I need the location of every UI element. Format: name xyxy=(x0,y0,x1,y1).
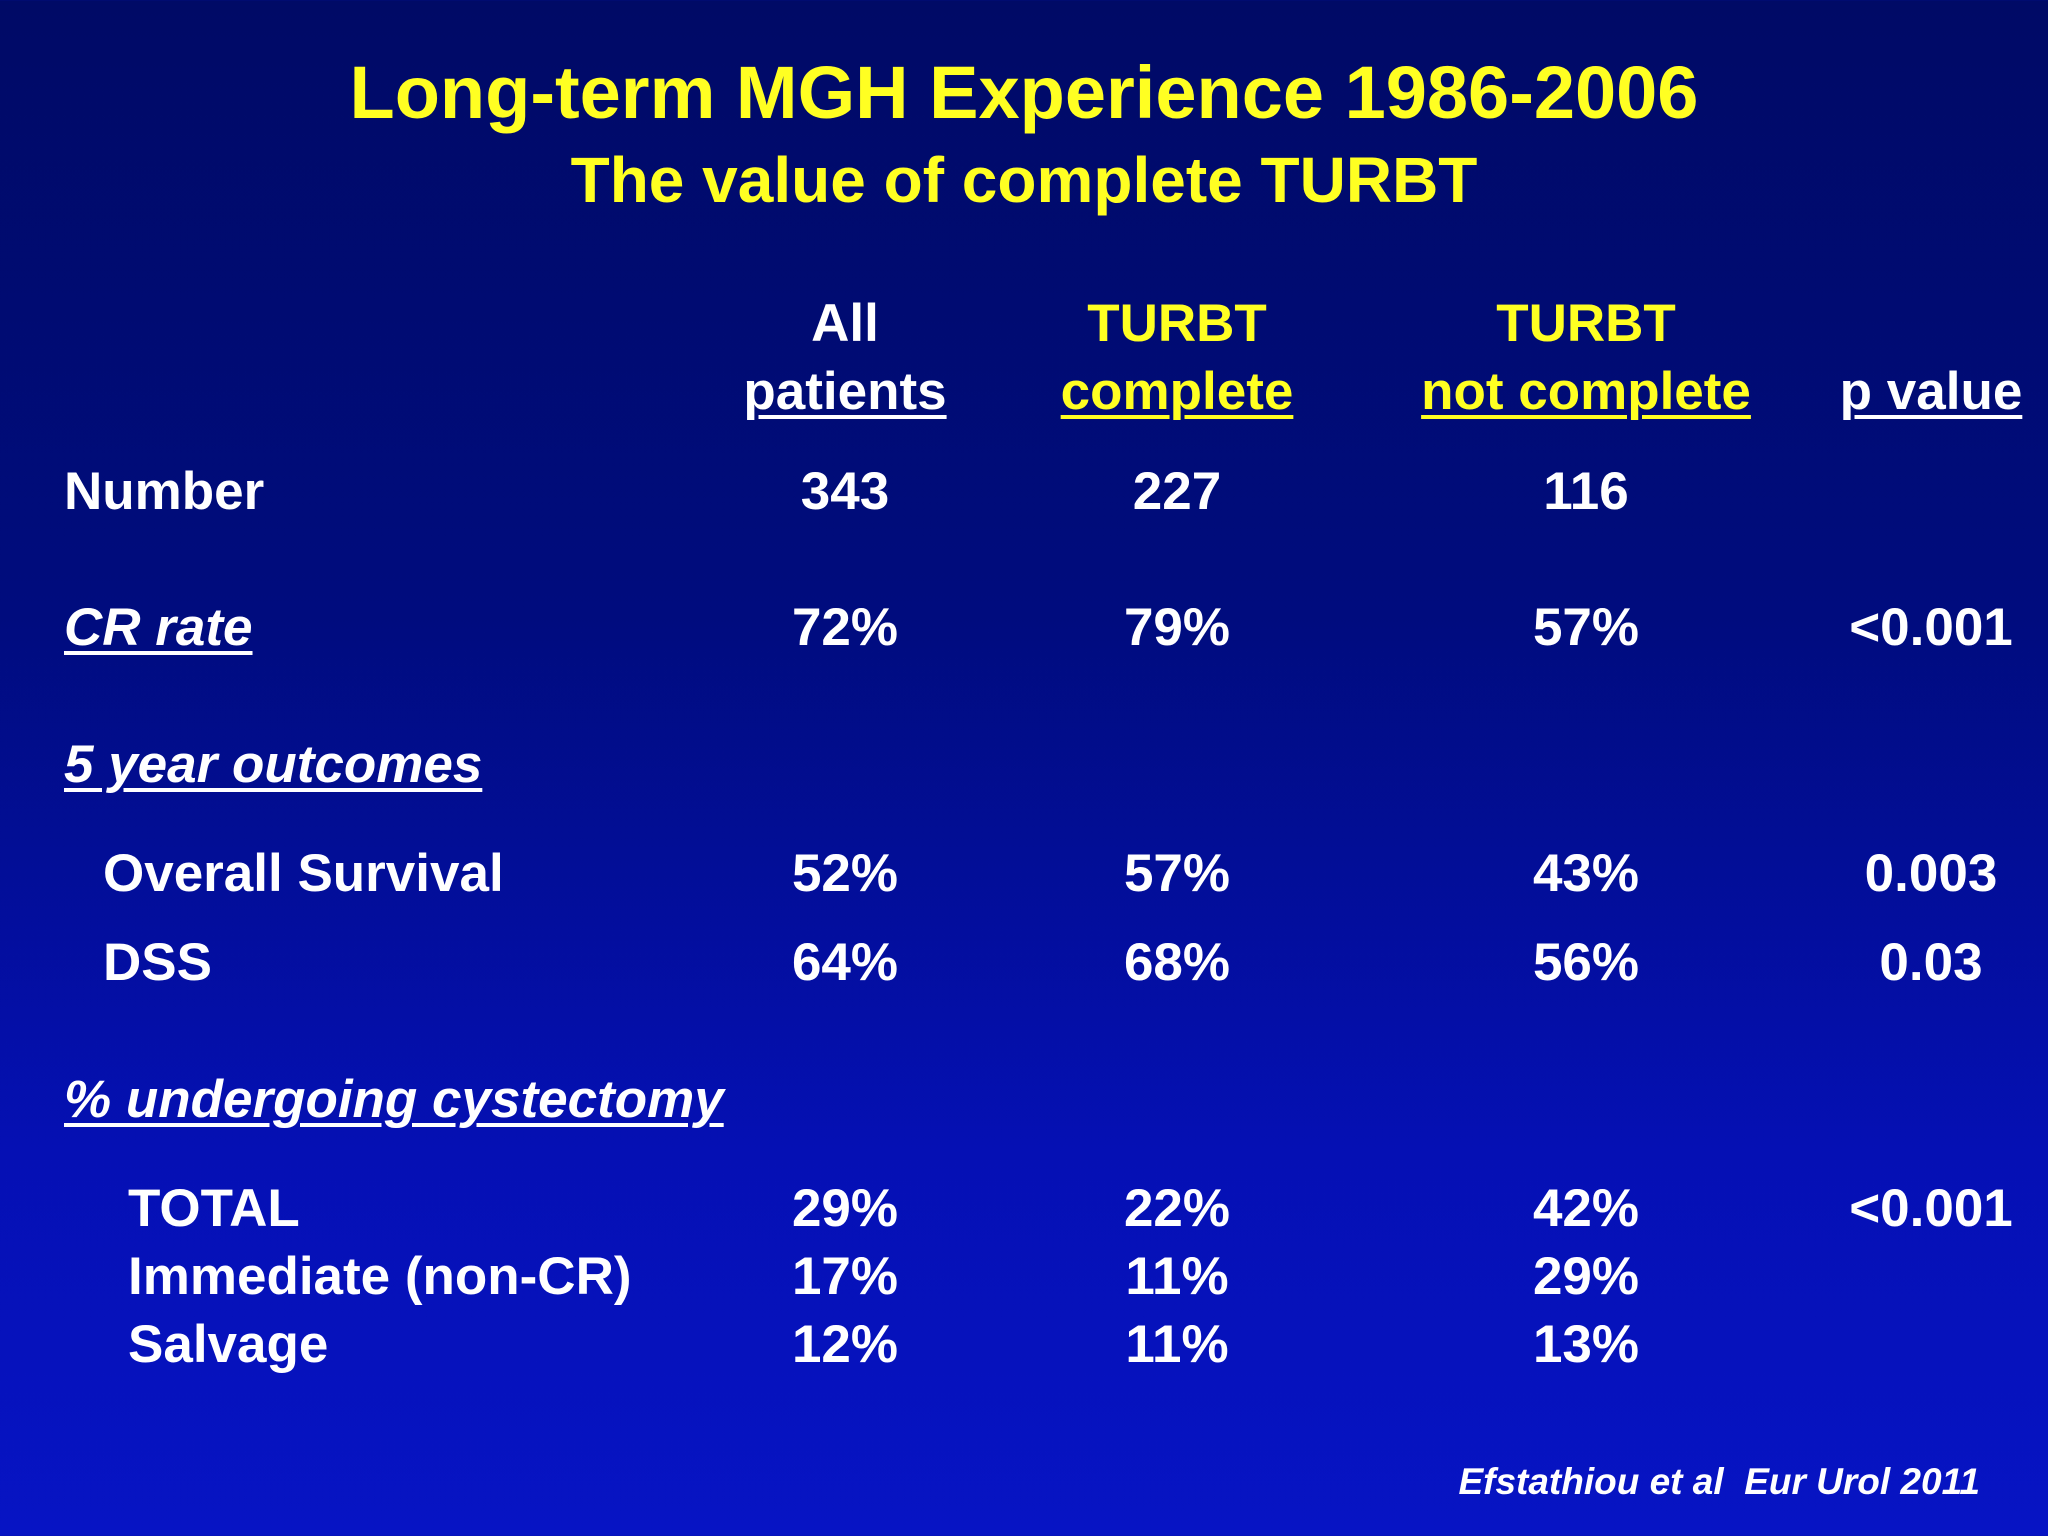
column-header-line2: complete xyxy=(1060,362,1294,421)
cell-cr-rate-p: <0.001 xyxy=(1849,598,2013,657)
cell-total-not-complete: 42% xyxy=(1532,1179,1640,1238)
cell-salvage-all: 12% xyxy=(791,1315,899,1374)
column-header-turbt-complete: TURBT complete xyxy=(1027,290,1327,426)
slide-title: Long-term MGH Experience 1986-2006 xyxy=(349,51,1699,134)
cell-os-complete: 57% xyxy=(1123,844,1231,903)
column-header-turbt-not-complete: TURBT not complete xyxy=(1386,290,1786,426)
cell-dss-complete: 68% xyxy=(1123,933,1231,992)
row-label-salvage: Salvage xyxy=(128,1315,329,1374)
section-header-cystectomy: % undergoing cystectomy xyxy=(64,1070,724,1129)
cell-dss-all: 64% xyxy=(791,933,899,992)
column-header-line1: TURBT xyxy=(1087,294,1267,353)
citation: Efstathiou et al Eur Urol 2011 xyxy=(1458,1461,1980,1502)
cell-total-p: <0.001 xyxy=(1849,1179,2013,1238)
cell-cr-rate-not-complete: 57% xyxy=(1532,598,1640,657)
cell-os-p: 0.003 xyxy=(1864,844,1998,903)
section-header-five-year-outcomes: 5 year outcomes xyxy=(64,735,483,794)
cell-total-complete: 22% xyxy=(1123,1179,1231,1238)
cell-number-not-complete: 116 xyxy=(1543,462,1629,521)
cell-immediate-all: 17% xyxy=(791,1247,899,1306)
column-header-line2: p value xyxy=(1839,362,2023,421)
cell-cr-rate-all: 72% xyxy=(791,598,899,657)
column-header-line1 xyxy=(1781,290,2048,358)
cell-immediate-not-complete: 29% xyxy=(1532,1247,1640,1306)
column-header-line1: All xyxy=(811,294,879,353)
column-header-line2: patients xyxy=(743,362,947,421)
cell-number-complete: 227 xyxy=(1132,462,1222,521)
row-label-dss: DSS xyxy=(103,933,212,992)
slide-subtitle: The value of complete TURBT xyxy=(570,144,1478,216)
column-header-line1: TURBT xyxy=(1496,294,1676,353)
cell-dss-p: 0.03 xyxy=(1879,933,1983,992)
cell-number-all: 343 xyxy=(800,462,890,521)
column-header-all-patients: All patients xyxy=(695,290,995,426)
column-header-p-value: p value xyxy=(1781,290,2048,426)
cell-dss-not-complete: 56% xyxy=(1532,933,1640,992)
row-label-number: Number xyxy=(64,462,265,521)
row-label-overall-survival: Overall Survival xyxy=(103,844,504,903)
column-header-line2: not complete xyxy=(1421,362,1751,421)
row-label-immediate: Immediate (non-CR) xyxy=(128,1247,632,1306)
cell-immediate-complete: 11% xyxy=(1125,1247,1229,1306)
row-label-cr-rate: CR rate xyxy=(64,598,253,657)
cell-os-not-complete: 43% xyxy=(1532,844,1640,903)
row-label-total: TOTAL xyxy=(128,1179,300,1238)
cell-cr-rate-complete: 79% xyxy=(1123,598,1231,657)
cell-os-all: 52% xyxy=(791,844,899,903)
cell-salvage-not-complete: 13% xyxy=(1532,1315,1640,1374)
cell-total-all: 29% xyxy=(791,1179,899,1238)
cell-salvage-complete: 11% xyxy=(1125,1315,1229,1374)
